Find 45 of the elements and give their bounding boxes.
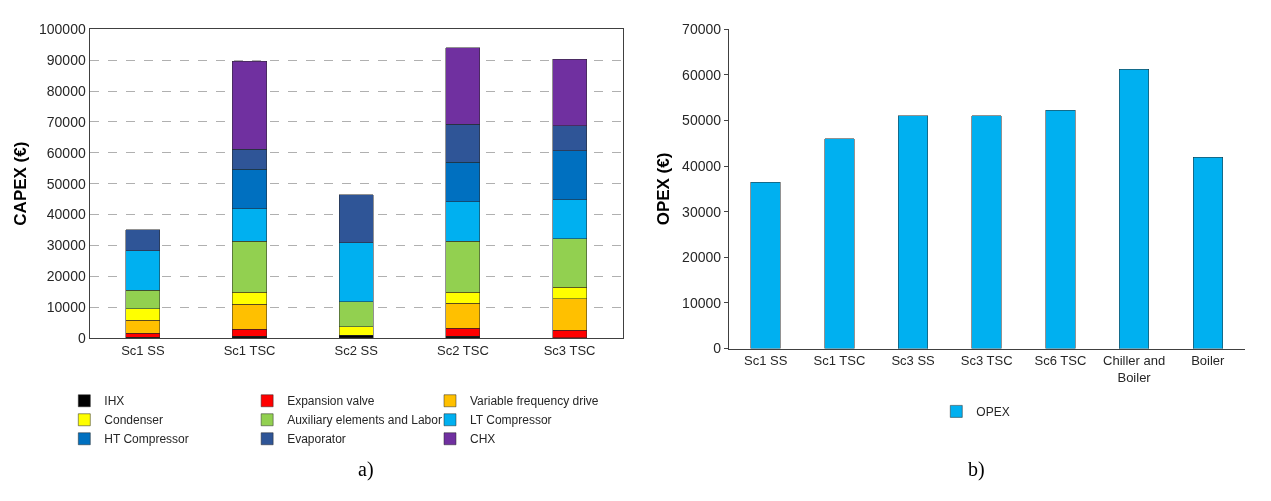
x-tick-label: Sc1 TSC [813, 353, 866, 369]
x-tick-label: Sc1 TSC [223, 342, 276, 358]
y-tick-label: 40000 [682, 158, 722, 175]
y-tick-label: 0 [77, 329, 86, 346]
y-tick-label: 100000 [39, 21, 86, 38]
legend-label: LT Compressor [470, 413, 552, 428]
x-tick-label: Sc3 TSC [543, 342, 596, 358]
text: a) [358, 458, 374, 481]
x-tick-label: Boiler [1191, 353, 1226, 369]
y-tick-label: 50000 [46, 175, 86, 192]
legend-label: OPEX [976, 405, 1010, 420]
y-tick-label: 30000 [46, 237, 86, 254]
y-axis-title: OPEX (€) [653, 152, 673, 226]
y-tick-label: 40000 [46, 206, 86, 223]
y-tick-label: 20000 [682, 249, 722, 266]
legend-label: Evaporator [287, 432, 346, 447]
y-tick-label: 60000 [46, 144, 86, 161]
y-tick-label: 0 [713, 340, 722, 357]
x-tick-label: Sc2 SS [334, 342, 379, 358]
x-tick-label: Sc1 SS [744, 353, 788, 369]
y-tick-label: 70000 [682, 21, 722, 38]
y-tick-label: 50000 [682, 112, 722, 129]
y-tick-label: 60000 [682, 66, 722, 83]
x-tick-label: Sc3 TSC [960, 353, 1013, 369]
legend-label: CHX [470, 432, 496, 447]
legend-label: Expansion valve [287, 394, 375, 409]
x-tick-label: Sc6 TSC [1034, 353, 1087, 369]
y-tick-label: 20000 [46, 268, 86, 285]
x-tick-label: Sc2 TSC [437, 342, 489, 358]
legend-label: Auxiliary elements and Labor [287, 413, 442, 428]
x-tick-label: Chiller and Boiler [1103, 353, 1166, 386]
y-axis-title: CAPEX (€) [10, 141, 30, 226]
x-tick-label: Sc1 SS [121, 342, 165, 358]
legend-label: Variable frequency drive [470, 394, 599, 409]
legend-label: Condenser [104, 413, 164, 428]
x-tick-label: Sc3 SS [891, 353, 936, 369]
y-tick-label: 10000 [46, 298, 86, 315]
text: b) [968, 458, 985, 481]
y-tick-label: 10000 [682, 294, 722, 311]
y-tick-label: 30000 [682, 203, 722, 220]
legend-label: HT Compressor [104, 432, 189, 447]
y-tick-label: 70000 [46, 113, 86, 130]
legend-label: IHX [104, 394, 125, 409]
y-tick-label: 90000 [46, 52, 86, 69]
y-tick-label: 80000 [46, 82, 86, 99]
